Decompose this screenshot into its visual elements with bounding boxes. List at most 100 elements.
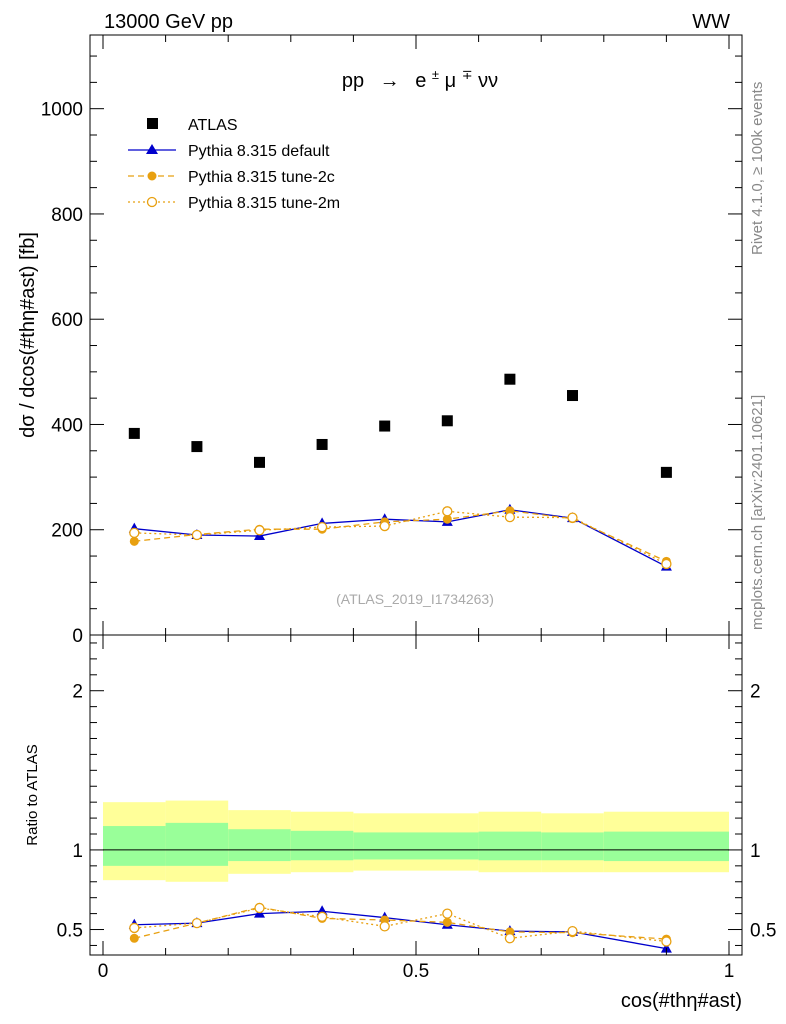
analysis-id: (ATLAS_2019_I1734263) xyxy=(336,591,494,607)
ratio-point-tune2m xyxy=(661,936,672,947)
ratio-x-tick-label: 0 xyxy=(98,961,109,982)
legend-tune2c-label: Pythia 8.315 tune-2c xyxy=(188,169,335,186)
ratio-series-default xyxy=(128,905,672,953)
ratio-point-default xyxy=(660,942,672,953)
point-atlas xyxy=(128,427,140,439)
point-atlas xyxy=(316,438,328,450)
band-inner xyxy=(541,832,604,861)
mcplots-side-label: mcplots.cern.ch [arXiv:2401.10621] xyxy=(749,395,766,630)
band-inner xyxy=(416,832,479,860)
ratio-point-tune2m xyxy=(379,921,390,932)
title-pp: pp xyxy=(342,70,364,92)
point-atlas xyxy=(379,420,391,432)
ratio-series-tune2m xyxy=(129,902,672,947)
band-inner xyxy=(290,830,354,861)
ratio-point-tune2m xyxy=(129,922,140,934)
line-tune2m xyxy=(134,510,667,565)
ratio-y-tick-label-right: 0.5 xyxy=(750,921,776,942)
main-y-tick-label: 0 xyxy=(72,626,83,647)
point-atlas xyxy=(567,390,578,402)
ratio-panel: 0.5 0.5 1 1 2 2 0 0.5 1 xyxy=(57,634,777,982)
band-inner xyxy=(228,829,291,862)
main-y-tick-label: 1000 xyxy=(41,100,83,121)
main-y-tick-labels: 0 200 400 600 800 1000 xyxy=(41,100,83,647)
point-tune2m xyxy=(316,521,328,533)
main-y-tick-label: 200 xyxy=(51,521,83,542)
point-tune2m xyxy=(567,512,578,523)
title-nunu: νν xyxy=(478,70,498,92)
legend-atlas-label: ATLAS xyxy=(188,117,238,134)
point-atlas xyxy=(660,466,672,478)
point-tune2m xyxy=(129,527,140,539)
energy-label: 13000 GeV pp xyxy=(104,11,233,33)
legend: ATLAS Pythia 8.315 default Pythia 8.315 … xyxy=(128,117,340,212)
point-tune2m xyxy=(442,506,453,517)
ratio-point-tune2m xyxy=(316,911,328,922)
main-series-group xyxy=(128,373,672,571)
ratio-tick-labels: 0.5 0.5 1 1 2 2 0 0.5 1 xyxy=(57,682,777,982)
point-tune2m xyxy=(254,525,265,536)
series-tune2c xyxy=(129,506,671,566)
legend-atlas-marker xyxy=(147,118,158,129)
point-tune2c xyxy=(442,514,452,524)
band-inner xyxy=(165,822,229,866)
point-tune2m xyxy=(504,511,516,523)
legend-tune2c-marker xyxy=(147,171,157,181)
series-atlas xyxy=(128,373,672,478)
title-mu: μ xyxy=(445,70,457,92)
ratio-y-tick-label-right: 2 xyxy=(750,682,761,703)
title-pm: ± xyxy=(432,67,439,82)
ratio-x-tick-label: 0.5 xyxy=(403,961,429,982)
main-y-axis-label: dσ / dcos(#thη#ast) [fb] xyxy=(17,232,39,438)
point-tune2c xyxy=(129,536,139,546)
legend-default-label: Pythia 8.315 default xyxy=(188,143,330,160)
point-atlas xyxy=(504,373,516,385)
band-inner xyxy=(478,831,542,861)
band-inner xyxy=(353,832,416,860)
line-tune2c xyxy=(134,510,667,562)
x-axis-label: cos(#thη#ast) xyxy=(621,990,742,1012)
point-atlas xyxy=(441,415,453,427)
band-inner xyxy=(603,831,729,862)
ratio-line-tune2m xyxy=(134,907,667,943)
ratio-point-tune2m xyxy=(442,908,453,919)
process-title: pp → e ± μ ∓ νν xyxy=(342,62,498,92)
legend-tune2m-marker xyxy=(146,196,158,208)
ratio-point-tune2m xyxy=(504,933,516,944)
point-atlas xyxy=(191,441,203,453)
ratio-point-tune2m xyxy=(191,918,203,929)
line-default xyxy=(134,509,667,568)
ratio-point-tune2m xyxy=(567,925,578,937)
ratio-point-tune2m xyxy=(254,902,265,914)
main-y-tick-label: 800 xyxy=(51,205,83,226)
main-y-tick-label: 600 xyxy=(51,310,83,331)
series-default xyxy=(128,503,672,571)
ratio-y-axis-label: Ratio to ATLAS xyxy=(24,744,41,845)
legend-tune2m-label: Pythia 8.315 tune-2m xyxy=(188,195,340,212)
ratio-point-tune2c xyxy=(442,917,452,927)
ratio-y-tick-label-left: 1 xyxy=(72,841,83,862)
title-arrow: → xyxy=(380,70,400,92)
main-panel: 0 200 400 600 800 1000 pp → e ± μ ∓ νν ATLAS … xyxy=(41,34,743,647)
main-axis-ticks xyxy=(90,35,742,636)
ratio-line-default xyxy=(134,910,667,950)
ratio-point-tune2c xyxy=(129,933,139,943)
ratio-y-tick-label-right: 1 xyxy=(750,841,761,862)
rivet-side-label: Rivet 4.1.0, ≥ 100k events xyxy=(749,82,766,255)
title-mp: ∓ xyxy=(462,67,473,82)
legend-default-marker xyxy=(146,144,158,154)
point-tune2m xyxy=(379,520,390,532)
point-tune2m xyxy=(661,558,672,570)
ratio-series-group xyxy=(128,902,672,953)
ratio-y-tick-label-left: 0.5 xyxy=(57,921,83,942)
process-label: WW xyxy=(692,11,730,33)
ratio-series-tune2c xyxy=(129,902,671,944)
title-final: e xyxy=(415,70,426,92)
series-tune2m xyxy=(129,506,672,570)
main-y-tick-label: 400 xyxy=(51,415,83,436)
ratio-axis-ticks xyxy=(90,635,742,955)
ratio-uncertainty-bands xyxy=(103,800,729,882)
point-tune2m xyxy=(191,529,203,541)
ratio-plot-frame xyxy=(89,634,743,956)
